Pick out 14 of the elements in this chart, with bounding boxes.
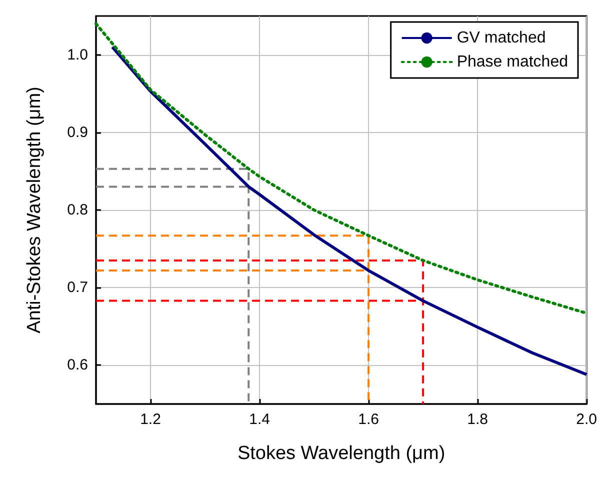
- y-tick-label: 0.8: [67, 202, 88, 218]
- x-axis-title: Stokes Wavelength (μm): [237, 443, 446, 464]
- x-tick-label: 1.6: [358, 411, 379, 428]
- legend-label: GV matched: [456, 30, 546, 46]
- y-tick-label: 0.7: [67, 279, 88, 296]
- y-tick-label: 0.6: [67, 356, 88, 374]
- y-tick-label: 1.0: [67, 46, 88, 64]
- x-tick-label: 1.2: [140, 411, 161, 428]
- y-axis-title: Anti-Stokes Wavelength (μm): [24, 86, 45, 334]
- x-tick-label: 1.4: [249, 411, 270, 428]
- x-tick-label: 2.0: [576, 411, 598, 428]
- legend-label: Phase matched: [456, 54, 568, 70]
- y-tick-label: 0.9: [67, 124, 88, 141]
- x-tick-label: 1.8: [467, 411, 488, 428]
